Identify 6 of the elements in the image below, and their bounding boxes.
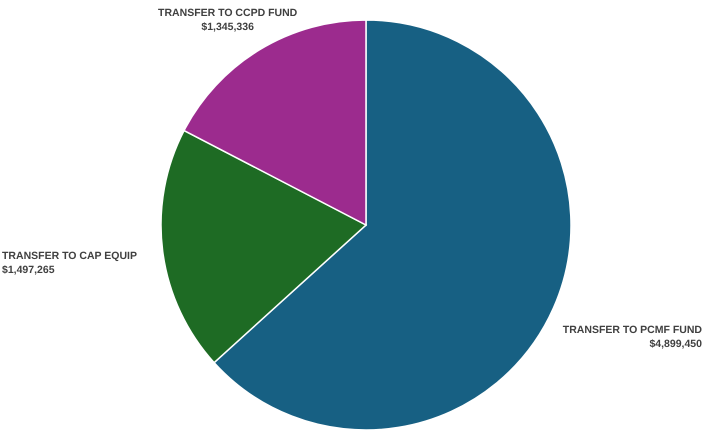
slice-label: TRANSFER TO PCMF FUND [562, 324, 702, 336]
slice-label: TRANSFER TO CCPD FUND [158, 7, 298, 19]
data-label: $1,497,265 [2, 264, 55, 276]
data-label: $4,899,450 [649, 338, 702, 350]
data-label: $1,345,336 [201, 21, 254, 33]
slice-label: TRANSFER TO CAP EQUIP [2, 250, 137, 262]
